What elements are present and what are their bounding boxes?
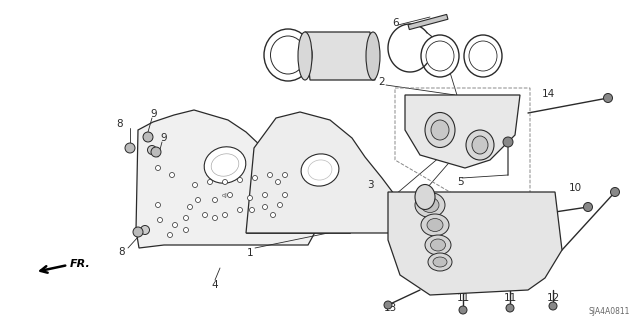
Circle shape (262, 204, 268, 210)
Circle shape (207, 180, 212, 184)
Text: 10: 10 (568, 183, 582, 193)
Text: 11: 11 (504, 293, 516, 303)
Circle shape (125, 143, 135, 153)
Ellipse shape (271, 36, 305, 74)
Text: 13: 13 (383, 303, 397, 313)
Ellipse shape (472, 136, 488, 154)
Ellipse shape (469, 41, 497, 71)
Circle shape (282, 192, 287, 197)
Ellipse shape (415, 184, 435, 210)
Circle shape (141, 226, 150, 234)
Text: 2: 2 (379, 77, 385, 87)
Circle shape (275, 180, 280, 184)
Circle shape (250, 207, 255, 212)
Polygon shape (388, 192, 562, 295)
Circle shape (147, 145, 157, 154)
Circle shape (223, 180, 227, 184)
Text: 9: 9 (150, 109, 157, 119)
Ellipse shape (425, 113, 455, 147)
Circle shape (237, 177, 243, 182)
Circle shape (195, 197, 200, 203)
Text: 11: 11 (456, 293, 470, 303)
Ellipse shape (298, 32, 312, 80)
Circle shape (248, 196, 253, 201)
Text: SJA4A0811: SJA4A0811 (589, 308, 630, 316)
Circle shape (212, 197, 218, 203)
Ellipse shape (366, 32, 380, 80)
Circle shape (384, 301, 392, 309)
Polygon shape (136, 110, 319, 248)
Circle shape (156, 203, 161, 207)
Text: 14: 14 (531, 205, 545, 215)
Polygon shape (408, 14, 448, 30)
Text: 4: 4 (212, 280, 218, 290)
Circle shape (282, 173, 287, 177)
Ellipse shape (464, 35, 502, 77)
Circle shape (173, 222, 177, 227)
Ellipse shape (428, 253, 452, 271)
Text: 1: 1 (246, 248, 253, 258)
Polygon shape (305, 32, 375, 80)
Text: 7: 7 (275, 55, 282, 65)
Circle shape (151, 147, 161, 157)
Ellipse shape (466, 130, 494, 160)
Text: 3: 3 (367, 180, 373, 190)
Text: 8: 8 (116, 119, 124, 129)
Ellipse shape (415, 192, 445, 218)
Circle shape (268, 173, 273, 177)
Circle shape (156, 166, 161, 170)
Circle shape (193, 182, 198, 188)
Ellipse shape (204, 147, 246, 183)
Ellipse shape (431, 239, 445, 251)
Circle shape (227, 192, 232, 197)
Ellipse shape (264, 29, 312, 81)
Ellipse shape (431, 120, 449, 140)
Ellipse shape (433, 257, 447, 267)
Circle shape (584, 203, 593, 211)
Ellipse shape (425, 235, 451, 255)
Circle shape (459, 306, 467, 314)
Circle shape (262, 192, 268, 197)
Circle shape (611, 188, 620, 197)
Circle shape (184, 216, 189, 220)
Circle shape (143, 132, 153, 142)
Text: 8: 8 (118, 247, 125, 257)
Circle shape (223, 212, 227, 218)
Circle shape (278, 203, 282, 207)
Ellipse shape (308, 160, 332, 180)
Circle shape (170, 173, 175, 177)
Ellipse shape (421, 214, 449, 236)
Circle shape (143, 132, 152, 142)
Ellipse shape (427, 219, 443, 232)
Circle shape (212, 216, 218, 220)
Text: 5: 5 (457, 177, 463, 187)
Text: 7: 7 (459, 103, 465, 113)
Circle shape (503, 137, 513, 147)
Text: dJ: dJ (222, 192, 228, 197)
Polygon shape (405, 95, 520, 168)
Circle shape (506, 304, 514, 312)
Ellipse shape (301, 154, 339, 186)
Circle shape (157, 218, 163, 222)
Circle shape (168, 233, 173, 238)
Circle shape (202, 212, 207, 218)
Text: 6: 6 (393, 18, 399, 28)
Polygon shape (246, 112, 401, 233)
Circle shape (133, 227, 143, 237)
Circle shape (549, 302, 557, 310)
Circle shape (253, 175, 257, 181)
Text: FR.: FR. (70, 259, 90, 269)
Text: 12: 12 (547, 293, 559, 303)
Ellipse shape (211, 154, 239, 176)
Text: 14: 14 (541, 89, 555, 99)
Ellipse shape (421, 35, 459, 77)
Ellipse shape (421, 197, 439, 212)
Circle shape (188, 204, 193, 210)
Ellipse shape (426, 41, 454, 71)
Circle shape (184, 227, 189, 233)
Circle shape (237, 207, 243, 212)
Text: 9: 9 (161, 133, 167, 143)
Circle shape (271, 212, 275, 218)
Circle shape (604, 93, 612, 102)
